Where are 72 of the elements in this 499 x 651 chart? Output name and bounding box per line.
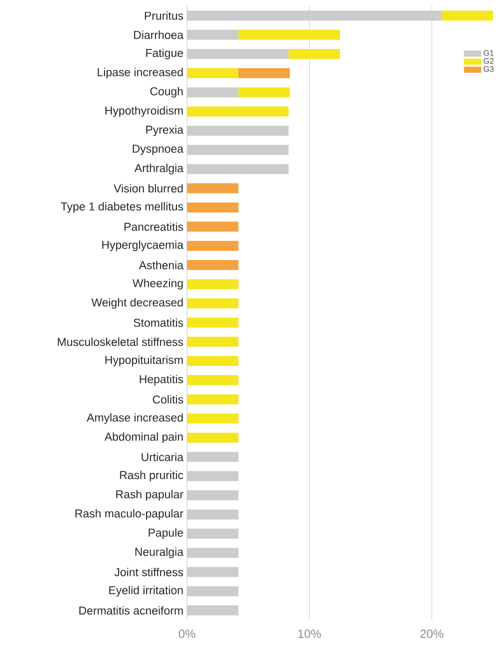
- y-tick-label: Hepatitis: [140, 374, 184, 386]
- y-tick-label: Abdominal pain: [104, 432, 183, 444]
- bar: [187, 183, 238, 194]
- bar: [238, 68, 290, 78]
- bar: [187, 432, 238, 443]
- bar: [187, 567, 238, 578]
- y-tick-label: Wheezing: [132, 278, 183, 290]
- y-tick-label: Colitis: [152, 395, 184, 404]
- bar: [187, 394, 238, 404]
- y-tick-label: Hyperglycaemia: [102, 240, 184, 252]
- bar: [187, 318, 238, 328]
- bar: [187, 586, 238, 596]
- bar: [442, 10, 494, 21]
- y-tick-label: Hypopituitarism: [105, 356, 183, 366]
- y-tick-label: Dermatitis acneiform: [79, 606, 183, 615]
- y-tick-label: Arthralgia: [134, 164, 184, 174]
- bar: [187, 87, 238, 98]
- y-tick-label: Rash pruritic: [120, 470, 184, 482]
- y-tick-label: Eyelid irritation: [109, 586, 183, 597]
- bar: [187, 260, 238, 270]
- y-tick-label: Urticaria: [142, 452, 184, 462]
- y-tick-label: Stomatitis: [134, 318, 184, 327]
- y-tick-label: Pyrexia: [146, 125, 184, 136]
- y-tick-label: Hypothyroidism: [105, 106, 183, 117]
- bar: [187, 452, 238, 462]
- x-tick-label: 0%: [178, 630, 196, 638]
- y-tick-label: Weight decreased: [91, 298, 183, 309]
- bar: [187, 144, 289, 155]
- bar: [187, 356, 238, 366]
- y-tick-label: Diarrhoea: [134, 30, 184, 39]
- bar: [238, 30, 340, 40]
- bar: [187, 164, 289, 174]
- y-tick-label: Pruritus: [144, 11, 184, 20]
- bar: [288, 48, 340, 59]
- y-tick-label: Amylase increased: [86, 413, 183, 424]
- bar: [187, 68, 238, 78]
- bar: [187, 490, 238, 500]
- y-tick-label: Pancreatitis: [124, 222, 184, 231]
- y-tick-label: Type 1 diabetes mellitus: [60, 202, 184, 213]
- y-tick-label: Fatigue: [146, 48, 183, 60]
- bar: [187, 528, 238, 539]
- bar: [187, 279, 238, 290]
- y-tick-label: Joint stiffness: [114, 568, 184, 576]
- bar: [187, 10, 442, 21]
- y-tick-label: Rash maculo-papular: [76, 509, 184, 520]
- bar: [187, 240, 238, 251]
- y-tick-label: Rash papular: [116, 490, 184, 501]
- bar: [187, 509, 238, 520]
- bar: [187, 336, 238, 347]
- bar: [187, 548, 238, 558]
- y-tick-label: Musculoskeletal stiffness: [58, 338, 184, 346]
- y-tick-label: Vision blurred: [114, 184, 183, 192]
- bar: [187, 106, 289, 117]
- y-tick-label: Lipase increased: [98, 68, 183, 78]
- bar: [187, 48, 289, 59]
- x-tick-label: 10%: [298, 630, 321, 638]
- bar: [187, 298, 238, 308]
- y-tick-label: Papule: [148, 528, 183, 539]
- bar: [187, 202, 238, 212]
- y-tick-label: Dyspnoea: [132, 144, 184, 156]
- bar: [187, 375, 238, 386]
- bar: [187, 222, 238, 232]
- bar: [187, 471, 238, 482]
- x-tick-label: 20%: [420, 630, 444, 638]
- bar: [187, 414, 238, 424]
- bar: [187, 605, 238, 616]
- bar: [238, 87, 290, 98]
- y-tick-label: Asthenia: [138, 260, 184, 270]
- bar: [187, 126, 289, 136]
- bar: [187, 30, 238, 40]
- y-tick-label: Cough: [150, 87, 183, 98]
- y-tick-label: Neuralgia: [135, 548, 184, 558]
